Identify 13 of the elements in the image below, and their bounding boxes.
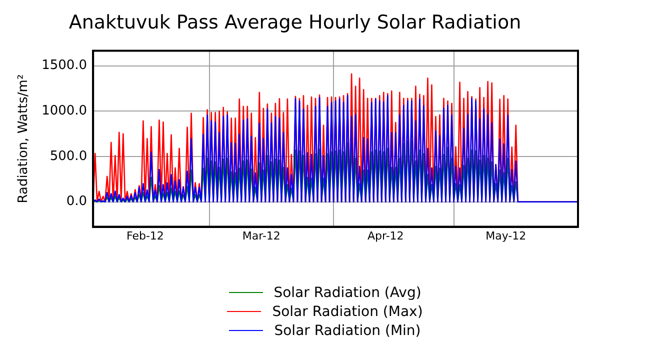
x-tick-label: Apr-12 <box>367 229 404 242</box>
legend-label: Solar Radiation (Min) <box>274 322 421 338</box>
y-tick-label: 1500.0 <box>42 58 88 74</box>
legend-label: Solar Radiation (Avg) <box>274 284 422 300</box>
x-tick-label: May-12 <box>486 229 526 242</box>
legend-label: Solar Radiation (Max) <box>272 304 423 320</box>
y-tick-label: 1000.0 <box>42 104 88 119</box>
chart-title: Anaktuvuk Pass Average Hourly Solar Radiation <box>68 11 522 34</box>
x-tick-label: Feb-12 <box>126 229 164 242</box>
y-tick-label: 500.0 <box>50 148 88 164</box>
y-tick-label: 0.0 <box>66 194 88 210</box>
x-tick-label: Mar-12 <box>242 229 280 242</box>
y-axis-title: Radiation, Watts/m² <box>16 74 32 204</box>
